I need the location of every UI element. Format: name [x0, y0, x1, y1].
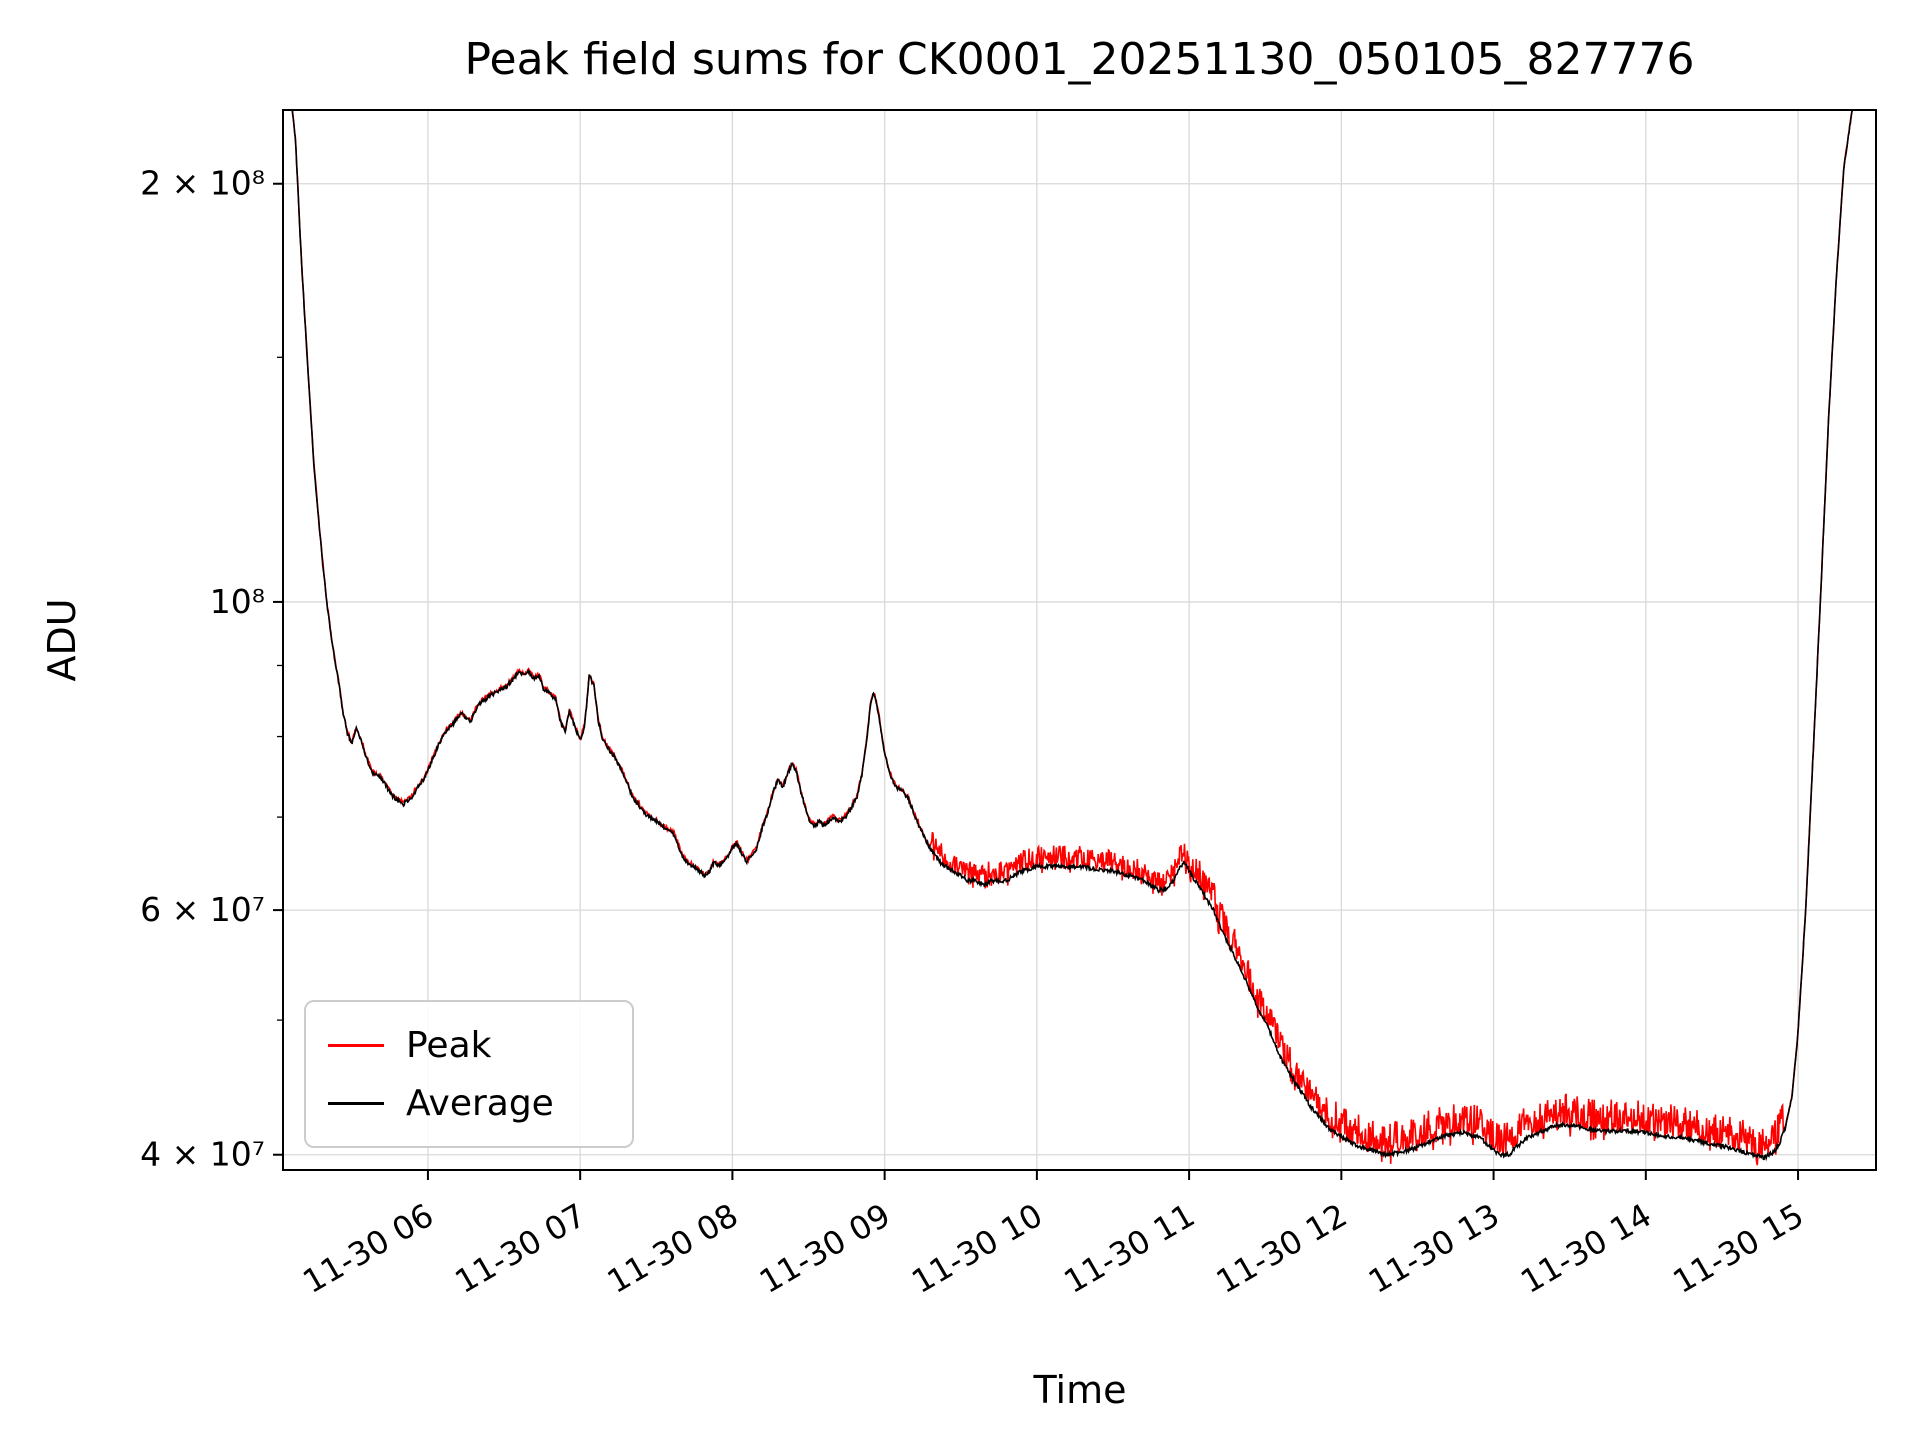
svg-text:6 × 10⁷: 6 × 10⁷: [140, 890, 265, 929]
axes-frame: [282, 109, 1877, 1171]
average-series: [291, 110, 1854, 1162]
legend-label-peak: Peak: [406, 1024, 492, 1066]
svg-text:2 × 10⁸: 2 × 10⁸: [140, 164, 265, 203]
svg-text:11-30 15: 11-30 15: [1666, 1196, 1810, 1301]
legend-swatch-peak: [328, 1043, 384, 1047]
x-tick-labels: 11-30 06 11-30 07 11-30 08 11-30 09 11-30 10…: [296, 1170, 1810, 1301]
chart-title: Peak field sums for CK0001_20251130_0501…: [464, 34, 1695, 85]
svg-text:11-30 11: 11-30 11: [1058, 1196, 1202, 1301]
svg-text:11-30 10: 11-30 10: [905, 1196, 1049, 1301]
x-axis-label: Time: [1033, 1368, 1127, 1412]
legend: Peak Average: [304, 1000, 634, 1148]
svg-text:11-30 06: 11-30 06: [296, 1196, 440, 1301]
y-tick-labels: 4 × 10⁷ 6 × 10⁷ 10⁸ 2 × 10⁸: [140, 164, 283, 1174]
svg-text:11-30 14: 11-30 14: [1514, 1196, 1658, 1301]
svg-text:11-30 12: 11-30 12: [1210, 1196, 1354, 1301]
legend-item-peak: Peak: [328, 1016, 610, 1074]
svg-text:11-30 09: 11-30 09: [753, 1196, 897, 1301]
svg-text:11-30 13: 11-30 13: [1362, 1196, 1506, 1301]
svg-text:4 × 10⁷: 4 × 10⁷: [140, 1135, 265, 1174]
gridlines: [283, 110, 1876, 1170]
legend-item-average: Average: [328, 1074, 610, 1132]
legend-swatch-average: [328, 1101, 384, 1105]
legend-label-average: Average: [406, 1082, 554, 1124]
svg-text:10⁸: 10⁸: [210, 582, 265, 621]
svg-text:11-30 07: 11-30 07: [449, 1196, 593, 1301]
svg-text:11-30 08: 11-30 08: [601, 1196, 745, 1301]
